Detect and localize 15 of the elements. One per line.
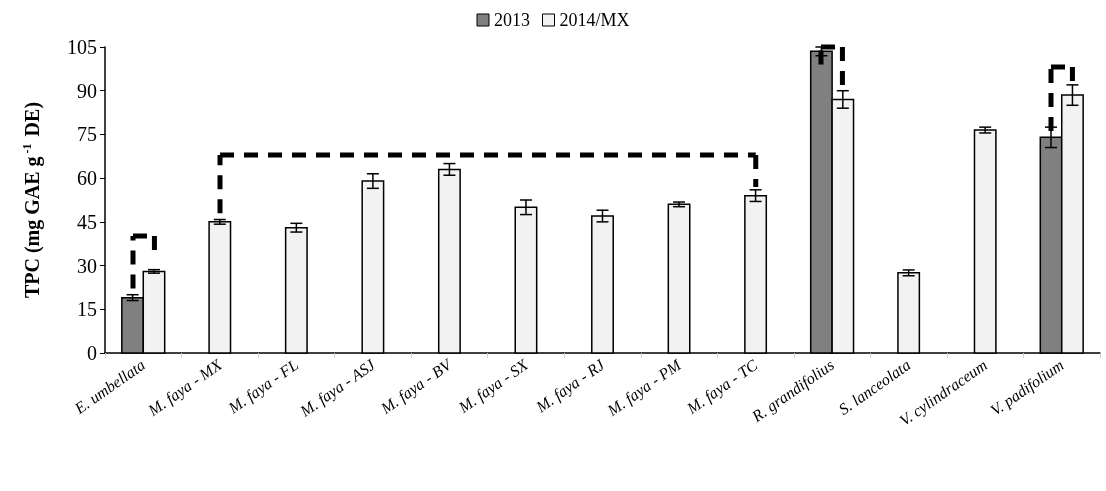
y-tick-label: 90 xyxy=(77,79,97,102)
legend-label: 2014/MX xyxy=(559,10,630,30)
x-tick-label: M. faya - MX xyxy=(144,355,227,421)
y-tick-label: 105 xyxy=(67,36,97,58)
y-tick-label: 30 xyxy=(77,254,97,277)
x-tick-label: M. faya - FL xyxy=(224,355,302,418)
y-tick-label: 75 xyxy=(77,123,97,146)
y-tick-label: 45 xyxy=(77,210,97,233)
legend-label: 2013 xyxy=(494,10,530,30)
x-tick-label: M. faya - SX xyxy=(454,355,533,418)
y-tick-label: 0 xyxy=(87,342,97,364)
y-axis-title: TPC (mg GAE g-1 DE) xyxy=(20,101,44,299)
x-tick-label: M. faya - BV xyxy=(376,354,457,419)
y-tick-label: 15 xyxy=(77,298,97,321)
y-tick-label: 60 xyxy=(77,167,97,190)
